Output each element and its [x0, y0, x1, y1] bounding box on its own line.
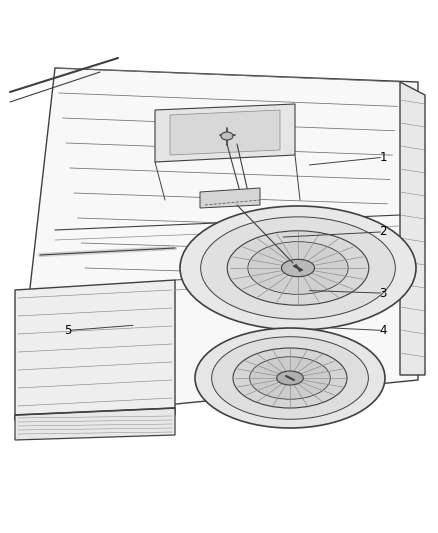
Ellipse shape	[221, 132, 233, 140]
Text: 2: 2	[379, 225, 387, 238]
Ellipse shape	[212, 337, 368, 419]
Polygon shape	[15, 68, 418, 420]
Ellipse shape	[250, 357, 330, 399]
Ellipse shape	[195, 328, 385, 428]
Ellipse shape	[233, 348, 347, 408]
Polygon shape	[200, 188, 260, 208]
Polygon shape	[15, 408, 175, 440]
Ellipse shape	[180, 206, 416, 330]
Text: 3: 3	[380, 287, 387, 300]
Ellipse shape	[201, 217, 396, 319]
Polygon shape	[155, 104, 295, 162]
Polygon shape	[170, 110, 280, 155]
Text: 5: 5	[64, 324, 71, 337]
Ellipse shape	[277, 371, 303, 385]
Ellipse shape	[248, 241, 348, 294]
Ellipse shape	[227, 231, 369, 305]
Ellipse shape	[282, 260, 314, 277]
Text: 4: 4	[379, 324, 387, 337]
Polygon shape	[15, 280, 175, 420]
Text: 1: 1	[379, 151, 387, 164]
Polygon shape	[400, 82, 425, 375]
